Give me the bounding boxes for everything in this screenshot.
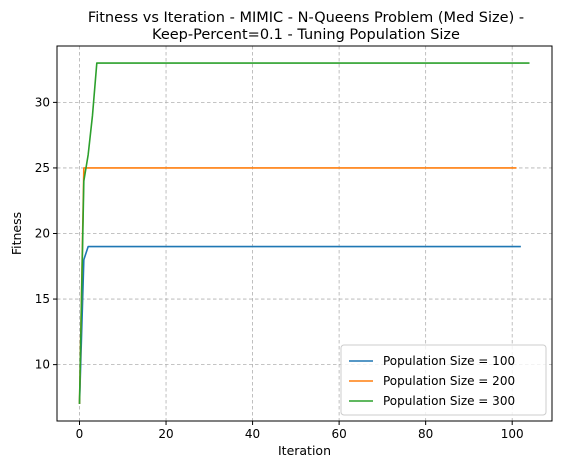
x-axis-label: Iteration	[278, 443, 331, 458]
x-tick-label: 60	[331, 427, 346, 441]
y-axis-label: Fitness	[9, 212, 24, 255]
legend-item: Population Size = 300	[349, 394, 515, 408]
y-axis-ticks: 10 15 20 25 30	[35, 95, 57, 372]
x-tick-label: 0	[76, 427, 84, 441]
chart-title-line-2: Keep-Percent=0.1 - Tuning Population Siz…	[152, 27, 460, 43]
legend-label: Population Size = 300	[383, 394, 515, 408]
y-tick-label: 15	[35, 292, 50, 306]
series-line-3	[78, 62, 530, 404]
x-tick-label: 80	[418, 427, 433, 441]
y-tick-label: 10	[35, 358, 50, 372]
legend-label: Population Size = 200	[383, 374, 515, 388]
y-tick-label: 25	[35, 161, 50, 175]
grid	[57, 46, 552, 421]
y-tick-label: 20	[35, 227, 50, 241]
legend: Population Size = 100 Population Size = 2…	[340, 344, 547, 416]
chart-title-line-1: Fitness vs Iteration - MIMIC - N-Queens …	[88, 10, 524, 26]
series-lines	[78, 62, 530, 404]
x-tick-label: 40	[245, 427, 260, 441]
chart-title: Fitness vs Iteration - MIMIC - N-Queens …	[88, 10, 524, 43]
legend-label: Population Size = 100	[383, 354, 515, 368]
x-tick-label: 100	[501, 427, 524, 441]
x-tick-label: 20	[158, 427, 173, 441]
x-axis-ticks: 0 20 40 60 80 100	[76, 421, 524, 441]
legend-item: Population Size = 200	[349, 374, 515, 388]
y-tick-label: 30	[35, 95, 50, 109]
legend-item: Population Size = 100	[349, 354, 515, 368]
legend-box	[340, 344, 547, 416]
